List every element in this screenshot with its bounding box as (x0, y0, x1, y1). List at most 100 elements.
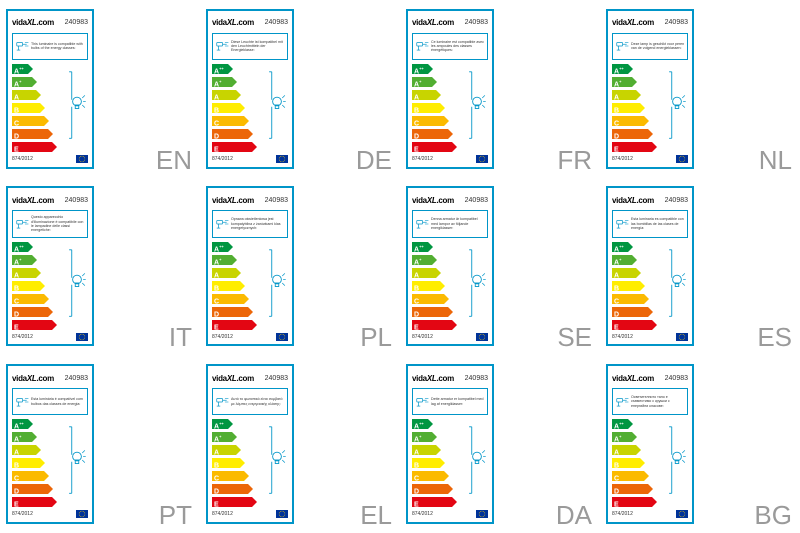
product-id: 240983 (465, 375, 488, 382)
energy-class-bar: B (12, 458, 66, 468)
bars-area: A++ A+ A B C D E (410, 62, 490, 154)
energy-class-bar: D (212, 129, 266, 139)
energy-label-card: vidaXL.com 240983 Esta luminaria es comp… (606, 186, 694, 346)
energy-class-letter: A++ (614, 242, 624, 255)
energy-class-bar: A++ (612, 419, 666, 429)
energy-class-letter: E (214, 497, 219, 510)
bars-area: A++ A+ A B C D E (610, 240, 690, 332)
eu-flag-icon (476, 333, 488, 341)
language-code: PL (360, 322, 392, 353)
lamp-icon (615, 217, 629, 231)
energy-class-letter: E (14, 142, 19, 155)
description-box: This luminaire is compatible with bulbs … (12, 33, 88, 61)
energy-class-letter: D (214, 129, 219, 142)
energy-class-bar: E (612, 320, 666, 330)
lamp-icon (415, 395, 429, 409)
energy-class-letter: A++ (614, 64, 624, 77)
bulb-column (466, 64, 488, 152)
product-id: 240983 (65, 197, 88, 204)
energy-class-letter: A (614, 445, 619, 458)
energy-class-bar: A+ (212, 255, 266, 265)
label-footer: 874/2012 (10, 154, 90, 165)
regulation-text: 874/2012 (212, 334, 233, 340)
lamp-icon (215, 217, 229, 231)
regulation-text: 874/2012 (412, 511, 433, 517)
energy-class-bar: A+ (412, 77, 466, 87)
energy-class-bar: A+ (612, 77, 666, 87)
energy-label-card: vidaXL.com 240983 Oprawa oświetleniowa j… (206, 186, 294, 346)
energy-class-bar: C (12, 471, 66, 481)
energy-class-bar: C (412, 471, 466, 481)
regulation-text: 874/2012 (612, 334, 633, 340)
label-footer: 874/2012 (610, 509, 690, 520)
product-id: 240983 (265, 375, 288, 382)
energy-bars: A++ A+ A B C D E (12, 419, 66, 507)
energy-class-letter: A+ (214, 77, 221, 90)
energy-class-bar: A (12, 268, 66, 278)
brand-logo: vidaXL.com (612, 18, 654, 27)
label-header: vidaXL.com 240983 (410, 13, 490, 31)
energy-class-bar: A++ (612, 242, 666, 252)
energy-bars: A++ A+ A B C D E (12, 64, 66, 152)
energy-class-bar: D (612, 129, 666, 139)
energy-class-bar: C (212, 294, 266, 304)
language-code: ES (757, 322, 792, 353)
description-box: Questo apparecchio d'illuminazione è com… (12, 210, 88, 238)
label-cell: vidaXL.com 240983 Questo apparecchio d'i… (0, 178, 200, 356)
energy-class-letter: C (14, 471, 19, 484)
energy-class-bar: A++ (212, 419, 266, 429)
product-id: 240983 (665, 197, 688, 204)
energy-class-bar: A+ (212, 77, 266, 87)
bars-area: A++ A+ A B C D E (10, 417, 90, 509)
energy-class-letter: A++ (414, 242, 424, 255)
eu-flag-icon (276, 333, 288, 341)
energy-class-letter: E (214, 142, 219, 155)
label-footer: 874/2012 (410, 509, 490, 520)
energy-class-letter: D (14, 484, 19, 497)
energy-class-letter: D (614, 307, 619, 320)
energy-class-letter: D (414, 484, 419, 497)
energy-class-bar: A++ (412, 242, 466, 252)
energy-class-bar: A+ (412, 432, 466, 442)
energy-class-letter: D (214, 307, 219, 320)
energy-class-bar: D (212, 484, 266, 494)
label-header: vidaXL.com 240983 (610, 13, 690, 31)
label-cell: vidaXL.com 240983 Dette armatur er kompa… (400, 355, 600, 533)
label-footer: 874/2012 (10, 332, 90, 343)
energy-label-card: vidaXL.com 240983 Deze lamp is geschikt … (606, 9, 694, 169)
energy-class-letter: A+ (214, 432, 221, 445)
description-box: Esta luminária é compatível com bulbos d… (12, 388, 88, 416)
energy-class-bar: A (212, 445, 266, 455)
eu-flag-icon (676, 155, 688, 163)
bars-area: A++ A+ A B C D E (410, 417, 490, 509)
energy-class-bar: B (612, 103, 666, 113)
energy-class-bar: A (212, 268, 266, 278)
energy-class-letter: B (14, 281, 19, 294)
description-text: Осветителното тяло е съвместимо с крушки… (631, 395, 685, 408)
label-footer: 874/2012 (10, 509, 90, 520)
energy-label-card: vidaXL.com 240983 Diese Leuchte ist komp… (206, 9, 294, 169)
label-cell: vidaXL.com 240983 Diese Leuchte ist komp… (200, 0, 400, 178)
energy-class-bar: A (612, 445, 666, 455)
energy-class-letter: D (14, 129, 19, 142)
brand-logo: vidaXL.com (612, 374, 654, 383)
energy-class-letter: A+ (14, 432, 21, 445)
energy-class-letter: A+ (14, 255, 21, 268)
lamp-icon (415, 217, 429, 231)
description-box: Denna armatur är kompatibel med lampor a… (412, 210, 488, 238)
description-box: Deze lamp is geschikt voor peren van de … (612, 33, 688, 61)
energy-label-card: vidaXL.com 240983 Αυτό το φωτιστικό είνα… (206, 364, 294, 524)
eu-flag-icon (76, 155, 88, 163)
energy-class-letter: A (414, 268, 419, 281)
label-cell: vidaXL.com 240983 Oprawa oświetleniowa j… (200, 178, 400, 356)
energy-class-letter: E (14, 320, 19, 333)
regulation-text: 874/2012 (12, 334, 33, 340)
brand-logo: vidaXL.com (612, 196, 654, 205)
bulb-column (666, 419, 688, 507)
energy-bars: A++ A+ A B C D E (412, 64, 466, 152)
energy-class-letter: A (414, 445, 419, 458)
eu-flag-icon (276, 510, 288, 518)
energy-class-bar: D (612, 307, 666, 317)
bulb-column (66, 242, 88, 330)
label-cell: vidaXL.com 240983 Denna armatur är kompa… (400, 178, 600, 356)
